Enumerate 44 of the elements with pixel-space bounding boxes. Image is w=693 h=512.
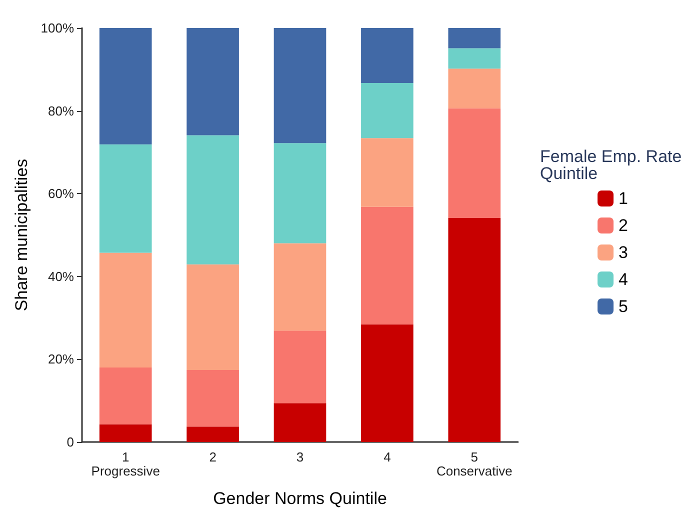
bar (186, 264, 239, 370)
legend-label: 4 (618, 270, 628, 289)
bar (448, 28, 501, 48)
y-tick-label: 60% (48, 186, 74, 202)
y-tick-label: 20% (48, 352, 74, 367)
legend-label: 3 (618, 243, 628, 262)
x-axis-title: Gender Norms Quintile (213, 489, 387, 508)
y-tick-label: 100% (40, 20, 74, 36)
bar (448, 218, 501, 442)
x-tick-label: 2 (209, 450, 216, 464)
bar (186, 370, 239, 427)
bar (448, 48, 501, 69)
bar (99, 252, 152, 368)
bar (361, 206, 414, 324)
y-axis-title: Share municipalities (12, 158, 31, 312)
bar (361, 83, 414, 138)
x-tick-label: 4 (384, 450, 391, 464)
legend-label: 5 (618, 297, 628, 316)
bar (274, 143, 326, 244)
bar (448, 108, 501, 218)
legend-title: Female Emp. Rate Quintile (540, 147, 682, 183)
bar (361, 28, 414, 84)
legend-label: 1 (618, 189, 628, 208)
y-tick-label: 0 (66, 434, 74, 450)
bar (274, 243, 326, 331)
bar (186, 28, 239, 136)
bar (274, 28, 326, 144)
bar (361, 138, 414, 207)
bar (274, 330, 326, 404)
bar (99, 424, 152, 442)
bar (99, 144, 152, 253)
bar (448, 68, 501, 108)
bar (361, 324, 414, 442)
x-tick-label: 5 Conservative (436, 450, 512, 478)
bar (99, 28, 152, 144)
bar (99, 367, 152, 424)
bar (274, 403, 326, 442)
legend-label: 2 (618, 216, 628, 235)
bar (186, 135, 239, 264)
bar (186, 426, 239, 442)
y-tick-label: 80% (48, 103, 74, 118)
x-tick-label: 3 (296, 450, 304, 464)
x-tick-label: 1 Progressive (91, 450, 160, 478)
y-tick-label: 40% (48, 268, 74, 284)
